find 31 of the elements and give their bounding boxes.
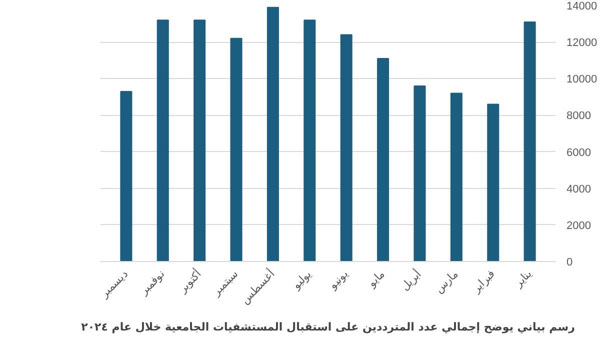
- x-tick-label: فبراير: [470, 268, 498, 296]
- y-tick-label: 0: [566, 256, 573, 268]
- y-tick-label: 4000: [566, 183, 591, 196]
- bar: [487, 104, 500, 262]
- y-tick-label: 12000: [566, 37, 598, 50]
- x-tick-label: مارس: [433, 268, 461, 296]
- bar: [340, 34, 352, 262]
- text: رسم بياني يوضح إجمالي عدد المترددين على استقبال المستشفيات الجامعية خلال عام ٢٠٢٤: [81, 320, 575, 334]
- bar: [120, 90, 132, 262]
- bar: [156, 20, 169, 262]
- x-tick-label: أبريل: [398, 266, 424, 294]
- bar: [524, 21, 536, 262]
- bar: [450, 92, 462, 262]
- x-tick-label: ديسمبر: [98, 268, 130, 301]
- x-tick-label: نوفمبر: [137, 268, 168, 298]
- x-tick-label: يونيو: [326, 268, 351, 292]
- bar: [230, 38, 242, 262]
- y-tick-label: 14000: [566, 0, 598, 12]
- x-tick-label: أكتوبر: [174, 266, 204, 296]
- bar: [414, 85, 426, 262]
- bar: [377, 58, 390, 262]
- y-tick-label: 2000: [566, 220, 591, 232]
- y-tick-label: 8000: [566, 110, 591, 122]
- x-tick-label: مايو: [365, 268, 388, 290]
- x-tick-label: يوليو: [290, 268, 314, 292]
- y-tick-label: 6000: [566, 146, 591, 159]
- bar: [194, 20, 206, 262]
- bar: [304, 20, 316, 262]
- bar: [266, 6, 279, 262]
- y-tick-label: 10000: [566, 74, 598, 86]
- x-tick-label: يناير: [512, 268, 534, 290]
